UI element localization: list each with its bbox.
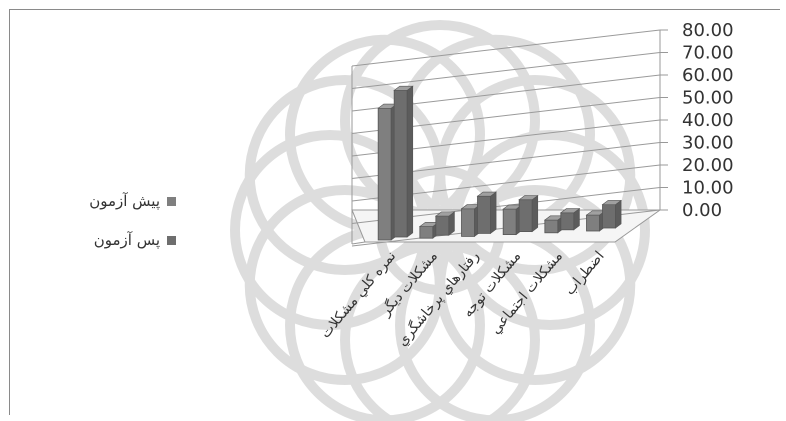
y-tick-label: 10.00 (682, 178, 734, 199)
legend-label-post: پس آزمون (93, 231, 160, 249)
bar (518, 194, 539, 233)
bar (393, 85, 414, 238)
bar (434, 211, 456, 236)
chart-bars (377, 85, 622, 241)
legend: پيش آزمون پس آزمون (36, 190, 176, 268)
y-tick-label: 60.00 (682, 65, 734, 86)
legend-label-pre: پيش آزمون (89, 192, 160, 210)
y-tick-label: 0.00 (682, 200, 722, 221)
y-axis-ticks: 80.0070.0060.0050.0040.0030.0020.0010.00… (660, 20, 734, 221)
legend-swatch-pre (167, 196, 176, 206)
legend-item-pre: پيش آزمون (36, 190, 176, 212)
y-tick-label: 50.00 (682, 88, 734, 109)
y-tick-label: 80.00 (682, 20, 734, 41)
bar (559, 208, 581, 231)
legend-item-post: پس آزمون (36, 229, 176, 251)
bar (601, 199, 622, 229)
x-tick-label: نمره كلي مشكلات (318, 248, 400, 341)
y-tick-label: 70.00 (682, 43, 734, 64)
y-tick-label: 20.00 (682, 155, 734, 176)
y-tick-label: 40.00 (682, 110, 734, 131)
y-tick-label: 30.00 (682, 133, 734, 154)
legend-swatch-post (167, 235, 176, 245)
bar (476, 191, 498, 234)
